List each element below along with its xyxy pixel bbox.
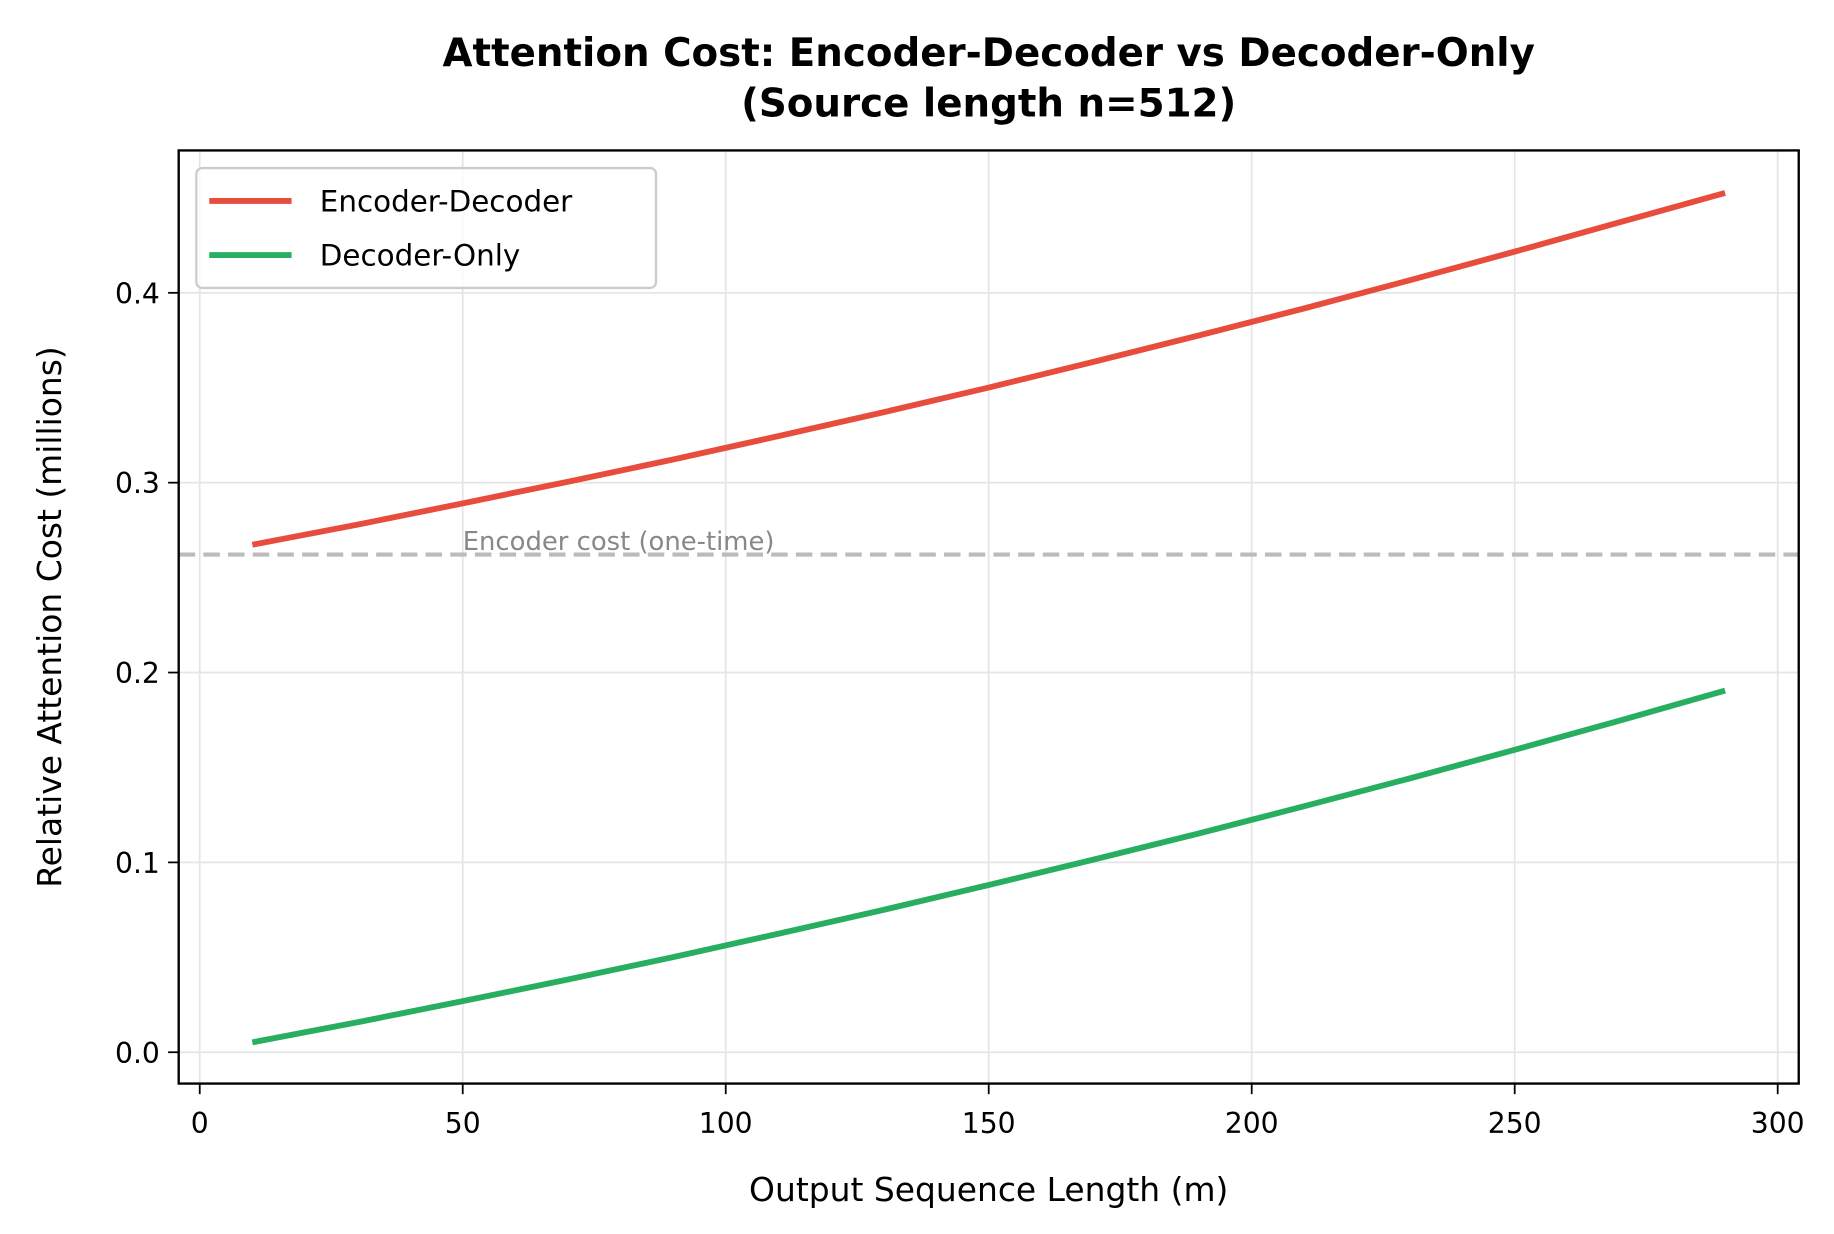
x-tick-label: 250: [1488, 1107, 1542, 1140]
y-tick-label: 0.4: [115, 277, 160, 310]
y-tick-label: 0.3: [115, 467, 160, 500]
reference-line-group: Encoder cost (one-time): [178, 527, 1799, 557]
x-tick-label: 0: [191, 1107, 209, 1140]
grid: [178, 150, 1799, 1084]
y-tick-label: 0.0: [115, 1037, 160, 1070]
legend-box: [195, 166, 658, 290]
x-tick-label: 100: [699, 1107, 753, 1140]
legend-label-decoder-only: Decoder-Only: [320, 239, 520, 273]
x-tick-label: 200: [1225, 1107, 1279, 1140]
legend-label-encoder-decoder: Encoder-Decoder: [320, 185, 573, 219]
y-axis-label: Relative Attention Cost (millions): [30, 346, 69, 887]
series-group: [251, 190, 1726, 1046]
y-tick-label: 0.2: [115, 657, 160, 690]
y-tick-label: 0.1: [115, 847, 160, 880]
chart-subtitle: (Source length n=512): [741, 81, 1236, 126]
legend: Encoder-Decoder Decoder-Only: [195, 166, 658, 290]
ticks: 0 50 100 150 200 250 300 0.0 0.1 0.2 0.3 0.4: [115, 277, 1805, 1140]
x-tick-label: 300: [1751, 1107, 1805, 1140]
series-line-encoder-decoder: [251, 190, 1726, 548]
encoder-cost-label: Encoder cost (one-time): [463, 527, 775, 557]
x-axis-label: Output Sequence Length (m): [749, 1170, 1228, 1209]
x-tick-label: 50: [445, 1107, 481, 1140]
chart-title: Attention Cost: Encoder-Decoder vs Decod…: [443, 31, 1535, 76]
x-tick-label: 150: [962, 1107, 1016, 1140]
series-line-decoder-only: [251, 687, 1726, 1046]
